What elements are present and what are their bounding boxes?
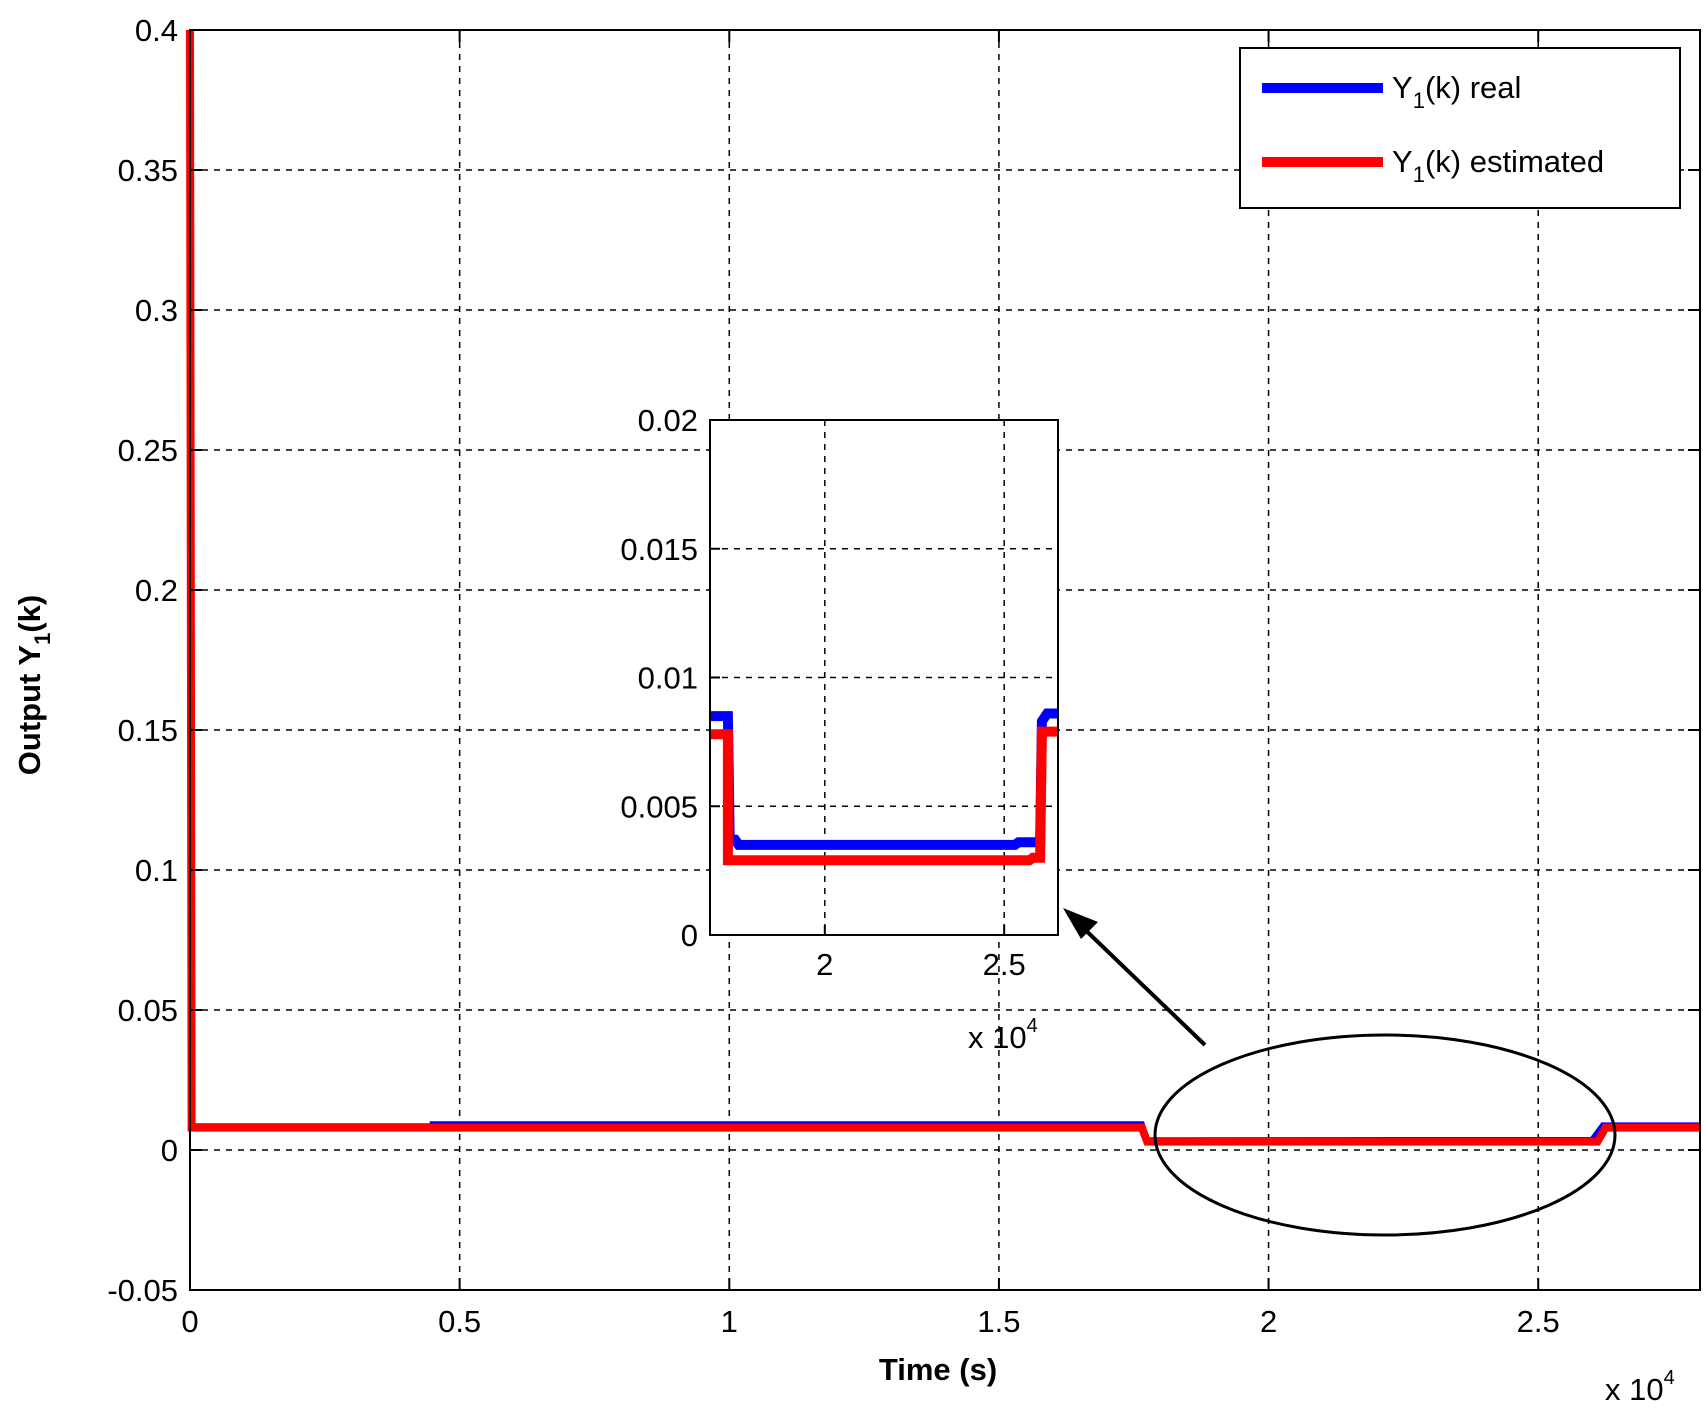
y-tick-label: 0.3 xyxy=(135,293,178,328)
inset-ticks: 2 2.5 0 0.005 0.01 0.015 0.02 xyxy=(620,403,1025,982)
y-tick-label: 0.25 xyxy=(118,433,178,468)
inset-x-tick-label: 2.5 xyxy=(983,947,1026,982)
zoom-arrow-shaft xyxy=(1073,918,1207,1047)
legend-estimated-sub: 1 xyxy=(1413,162,1425,187)
y-tick-label: 0.2 xyxy=(135,573,178,608)
main-series xyxy=(186,29,1700,1146)
y-axis-title-main: Output Y xyxy=(12,645,47,776)
inset-series-line-estimated xyxy=(710,726,1058,866)
y-tick-label: 0 xyxy=(161,1133,178,1168)
series-line-estimated xyxy=(186,29,1700,1146)
inset-x-multiplier-base: x 10 xyxy=(968,1020,1027,1055)
x-tick-label: 2.5 xyxy=(1517,1304,1560,1339)
main-plot-frame xyxy=(189,29,1701,1291)
x-tick-label: 1.5 xyxy=(977,1304,1020,1339)
legend-box xyxy=(1239,47,1681,209)
inset-y-tick-label: 0.02 xyxy=(638,403,698,438)
legend-items: Y1(k) real Y1(k) estimated xyxy=(1262,70,1604,187)
legend-real-tail: (k) real xyxy=(1425,70,1521,105)
x-multiplier-exp: 4 xyxy=(1664,1367,1675,1389)
y-axis-title-sub: 1 xyxy=(30,633,55,645)
y-tick-label: 0.05 xyxy=(118,993,178,1028)
legend-real-main: Y xyxy=(1392,70,1413,105)
y-tick-label: 0.15 xyxy=(118,713,178,748)
y-tick-label: 0.35 xyxy=(118,153,178,188)
inset-x-multiplier-exp: 4 xyxy=(1027,1015,1038,1037)
inset-series xyxy=(710,708,1058,866)
inset-x-tick-label: 2 xyxy=(816,947,833,982)
legend-estimated-main: Y xyxy=(1392,144,1413,179)
legend-estimated-tail: (k) estimated xyxy=(1425,144,1604,179)
legend-real-sub: 1 xyxy=(1413,88,1425,113)
legend-label-estimated: Y1(k) estimated xyxy=(1392,144,1604,187)
x-tick-label: 0.5 xyxy=(438,1304,481,1339)
y-tick-label: -0.05 xyxy=(107,1273,178,1308)
inset-y-tick-label: 0.01 xyxy=(638,661,698,696)
x-axis-title: Time (s) xyxy=(879,1352,997,1387)
x-tick-label: 2 xyxy=(1260,1304,1277,1339)
x-multiplier-base: x 10 xyxy=(1605,1372,1664,1407)
x-tick-label: 0 xyxy=(181,1304,198,1339)
inset-y-tick-label: 0.005 xyxy=(620,789,698,824)
inset-y-tick-label: 0 xyxy=(681,918,698,953)
zoom-region-ellipse xyxy=(1153,1033,1617,1237)
x-tick-label: 1 xyxy=(721,1304,738,1339)
main-ticks: 0 0.5 1 1.5 2 2.5-0.0500.050.10.150.20.250.30… xyxy=(107,13,1700,1339)
y-axis-title-tail: (k) xyxy=(12,595,47,633)
zoom-arrow-head xyxy=(1063,908,1098,939)
y-tick-label: 0.1 xyxy=(135,853,178,888)
x-axis-multiplier: x 104 xyxy=(1605,1367,1675,1407)
inset-x-multiplier: x 104 xyxy=(968,1015,1038,1055)
legend-label-real: Y1(k) real xyxy=(1392,70,1521,113)
y-axis-title: Output Y1(k) xyxy=(12,595,55,775)
inset-y-tick-label: 0.015 xyxy=(620,532,698,567)
y-tick-label: 0.4 xyxy=(135,13,178,48)
